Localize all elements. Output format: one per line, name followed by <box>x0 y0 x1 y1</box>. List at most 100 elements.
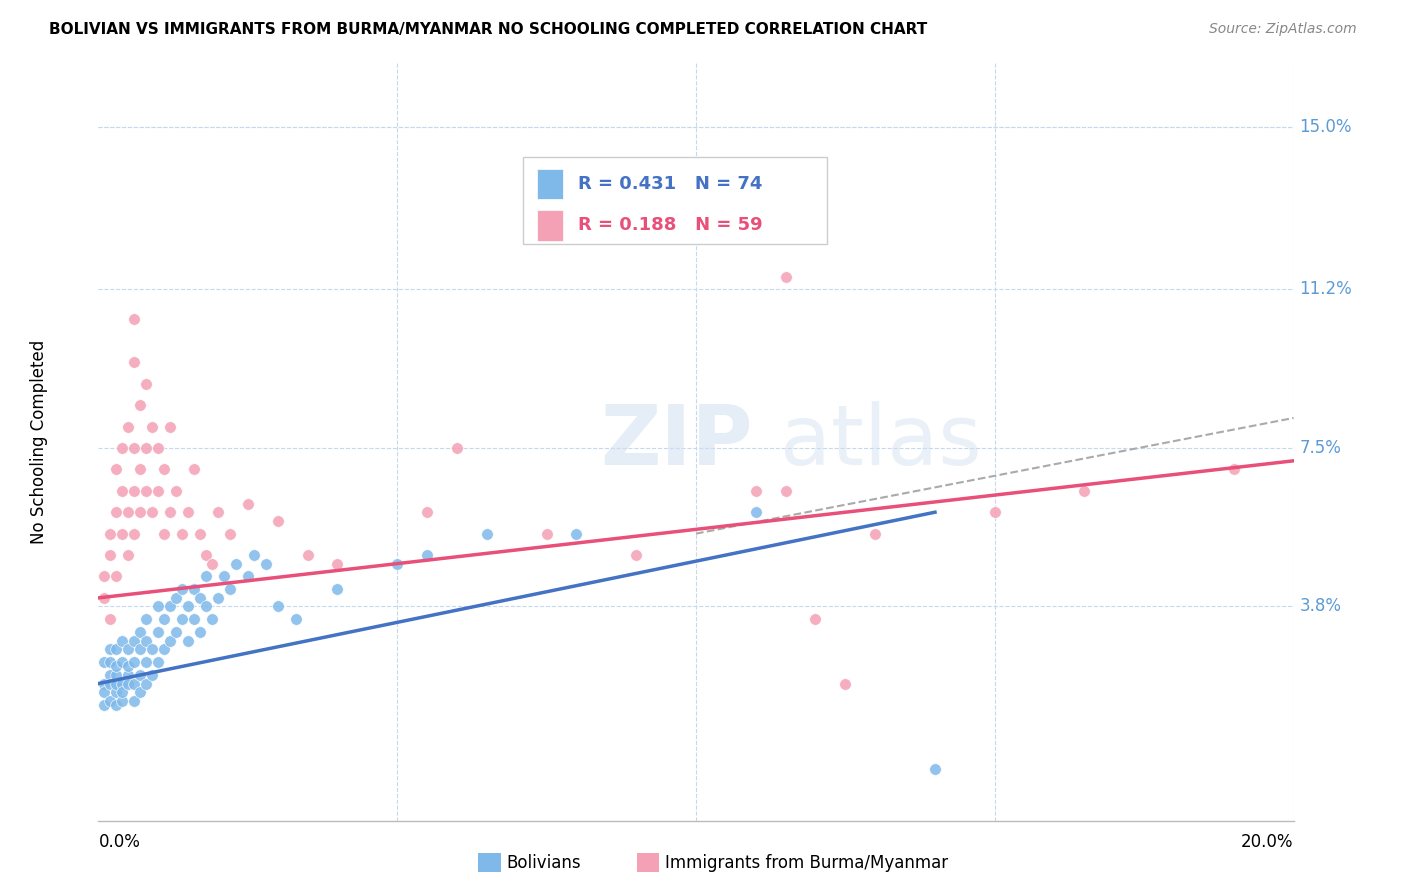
Text: Immigrants from Burma/Myanmar: Immigrants from Burma/Myanmar <box>665 855 948 872</box>
Point <box>565 526 588 541</box>
Point <box>105 505 128 519</box>
Point <box>93 655 115 669</box>
Point <box>98 676 122 690</box>
Text: BOLIVIAN VS IMMIGRANTS FROM BURMA/MYANMAR NO SCHOOLING COMPLETED CORRELATION CHA: BOLIVIAN VS IMMIGRANTS FROM BURMA/MYANMA… <box>49 22 928 37</box>
Point <box>129 398 152 412</box>
Point <box>267 599 290 614</box>
Point <box>129 642 152 657</box>
Point <box>1223 462 1246 476</box>
Point <box>148 483 170 498</box>
Point <box>124 655 146 669</box>
Point <box>159 505 181 519</box>
Point <box>201 612 224 626</box>
Point <box>195 548 218 562</box>
Point <box>446 441 468 455</box>
Point <box>129 668 152 682</box>
Point <box>153 526 176 541</box>
Point <box>141 419 163 434</box>
Point <box>117 548 139 562</box>
Point <box>105 642 128 657</box>
Point <box>219 582 242 597</box>
Point <box>124 312 146 326</box>
Point <box>212 569 235 583</box>
Point <box>105 668 128 682</box>
Point <box>93 591 115 605</box>
Point <box>326 582 349 597</box>
Point <box>159 633 181 648</box>
Point <box>225 557 247 571</box>
Point <box>98 668 122 682</box>
Point <box>135 376 157 391</box>
Point <box>135 676 157 690</box>
Point <box>117 659 139 673</box>
Point <box>159 419 181 434</box>
Point <box>172 526 194 541</box>
Point <box>105 462 128 476</box>
Point <box>141 668 163 682</box>
Point <box>98 526 122 541</box>
Point <box>385 557 409 571</box>
Point <box>129 685 152 699</box>
Point <box>219 526 242 541</box>
Point <box>416 505 439 519</box>
Point <box>177 505 200 519</box>
Point <box>117 505 139 519</box>
Point <box>297 548 319 562</box>
Point <box>159 599 181 614</box>
Point <box>117 668 139 682</box>
Point <box>135 633 157 648</box>
Text: Source: ZipAtlas.com: Source: ZipAtlas.com <box>1209 22 1357 37</box>
Text: No Schooling Completed: No Schooling Completed <box>30 340 48 543</box>
Point <box>536 526 558 541</box>
Point <box>804 612 827 626</box>
Point <box>188 526 211 541</box>
Point <box>111 633 134 648</box>
Point <box>165 625 187 640</box>
Text: 3.8%: 3.8% <box>1299 598 1341 615</box>
Point <box>93 685 115 699</box>
Point <box>141 642 163 657</box>
Point <box>1073 483 1095 498</box>
Point <box>207 505 229 519</box>
Point <box>284 612 307 626</box>
Point <box>111 655 134 669</box>
Point <box>141 505 163 519</box>
Point <box>236 497 259 511</box>
Point <box>124 633 146 648</box>
Point <box>129 462 152 476</box>
Point <box>165 483 187 498</box>
Point <box>93 569 115 583</box>
Point <box>267 514 290 528</box>
Point <box>984 505 1007 519</box>
Point <box>177 599 200 614</box>
Point <box>775 483 797 498</box>
Point <box>153 642 176 657</box>
Point <box>865 526 887 541</box>
Point <box>124 441 146 455</box>
Point <box>834 676 856 690</box>
Text: atlas: atlas <box>779 401 981 482</box>
FancyBboxPatch shape <box>537 211 564 241</box>
Point <box>124 526 146 541</box>
Point <box>129 625 152 640</box>
Point <box>135 483 157 498</box>
Text: R = 0.188   N = 59: R = 0.188 N = 59 <box>578 217 762 235</box>
Point <box>135 655 157 669</box>
Point <box>153 612 176 626</box>
Point <box>98 612 122 626</box>
Point <box>745 505 768 519</box>
Text: R = 0.431   N = 74: R = 0.431 N = 74 <box>578 175 762 193</box>
Point <box>148 599 170 614</box>
Point <box>111 694 134 708</box>
Point <box>93 676 115 690</box>
Point <box>236 569 259 583</box>
Text: 11.2%: 11.2% <box>1299 280 1353 299</box>
Text: 15.0%: 15.0% <box>1299 118 1353 136</box>
Point <box>177 633 200 648</box>
Point <box>129 505 152 519</box>
Point <box>117 419 139 434</box>
Point <box>117 676 139 690</box>
Point <box>148 441 170 455</box>
Point <box>135 612 157 626</box>
Point <box>124 483 146 498</box>
